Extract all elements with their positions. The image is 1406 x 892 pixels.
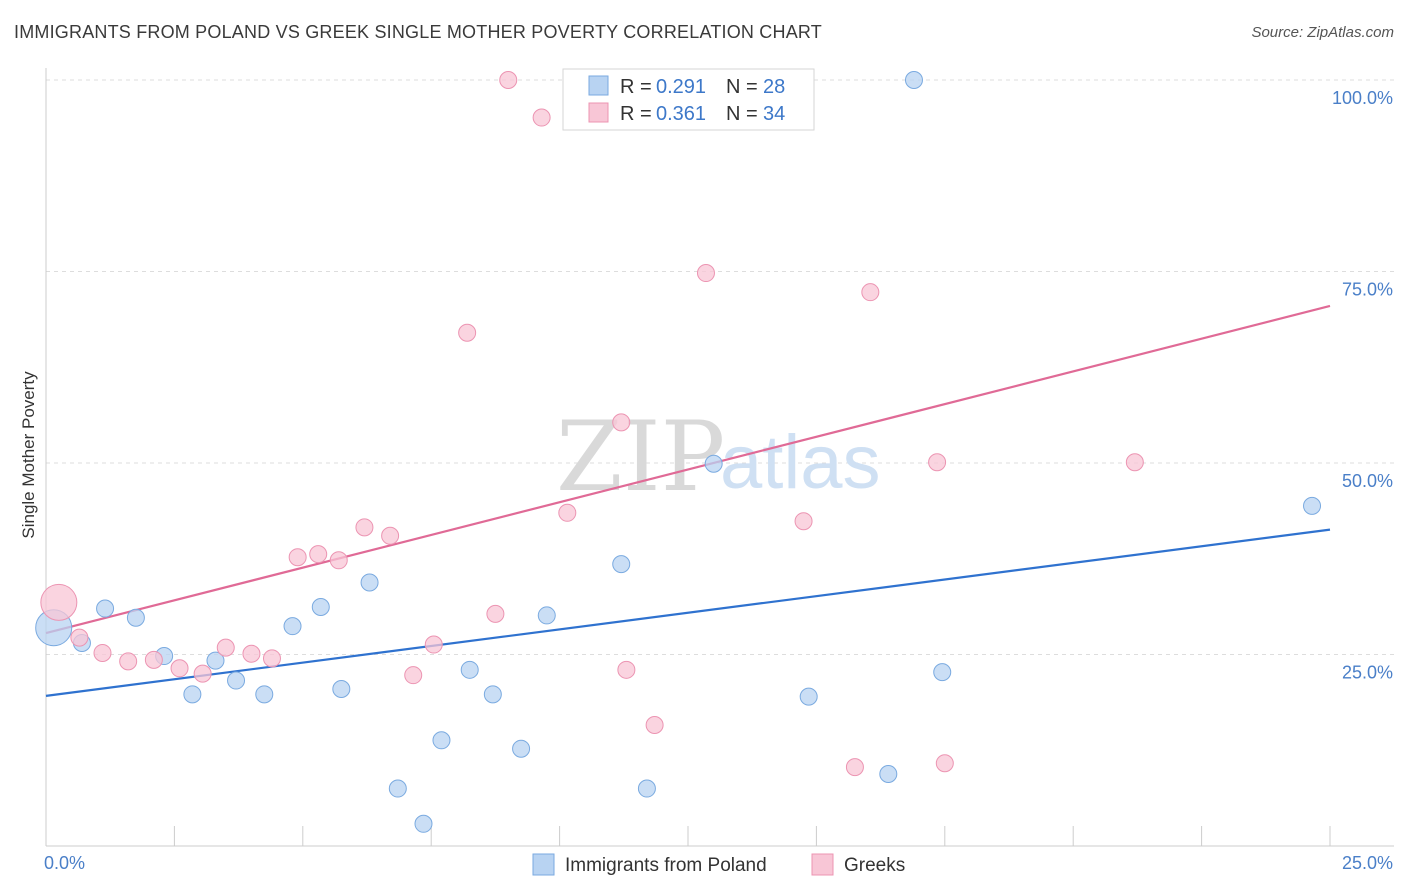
point-greeks xyxy=(794,512,813,531)
point-greeks xyxy=(532,108,551,127)
point-poland xyxy=(933,663,952,682)
point-greeks xyxy=(845,758,864,777)
point-poland xyxy=(879,764,898,783)
point-poland xyxy=(311,598,330,617)
point-greeks xyxy=(355,518,374,537)
point-poland xyxy=(537,606,556,625)
point-greeks xyxy=(144,650,163,669)
source-credit: Source: ZipAtlas.com xyxy=(1251,24,1394,41)
y-tick-label: 75.0% xyxy=(1342,280,1393,300)
point-poland xyxy=(512,739,531,758)
trend-line-greeks xyxy=(45,304,1331,635)
point-poland xyxy=(799,687,818,706)
point-poland xyxy=(460,660,479,679)
watermark-atlas: atlas xyxy=(720,420,881,505)
x-tick-label: 25.0% xyxy=(1342,853,1393,873)
point-poland xyxy=(904,71,923,89)
point-greeks xyxy=(170,659,189,678)
y-tick-label: 25.0% xyxy=(1342,663,1393,683)
point-poland xyxy=(96,599,115,618)
point-greeks xyxy=(242,644,261,663)
legend-n-label-poland: N = xyxy=(726,76,758,98)
point-greeks xyxy=(40,583,78,621)
x-tick-label: 0.0% xyxy=(44,853,85,873)
legend-r-value-poland: 0.291 xyxy=(656,76,706,98)
point-poland xyxy=(637,779,656,798)
point-poland xyxy=(612,555,631,574)
point-greeks xyxy=(288,548,307,567)
trend-lines xyxy=(45,304,1331,697)
point-greeks xyxy=(928,453,947,472)
point-poland xyxy=(126,608,145,627)
legend-n-value-greeks: 34 xyxy=(763,103,785,125)
legend-r-value-greeks: 0.361 xyxy=(656,103,706,125)
point-greeks xyxy=(193,664,212,683)
legend-r-label-greeks: R = xyxy=(620,103,652,125)
top-legend: R = 0.291 N = 28 R = 0.361 N = 34 xyxy=(562,68,815,131)
point-greeks xyxy=(93,643,112,662)
point-poland xyxy=(183,685,202,704)
point-greeks xyxy=(612,413,631,432)
y-tick-label: 100.0% xyxy=(1332,88,1393,108)
point-poland xyxy=(283,617,302,636)
bottom-legend-label-poland: Immigrants from Poland xyxy=(565,855,767,876)
y-tick-label: 50.0% xyxy=(1342,471,1393,491)
grid-lines xyxy=(46,79,1394,655)
point-greeks xyxy=(424,635,443,654)
point-poland xyxy=(255,685,274,704)
watermark: ZIP atlas xyxy=(556,401,881,513)
point-poland xyxy=(360,573,379,592)
point-greeks xyxy=(486,604,505,623)
point-poland xyxy=(704,454,723,473)
axes xyxy=(45,68,1394,847)
legend-swatch-poland xyxy=(588,75,609,96)
point-greeks xyxy=(404,666,423,685)
bottom-legend: Immigrants from Poland Greeks xyxy=(532,853,905,876)
point-greeks xyxy=(935,754,954,773)
point-greeks xyxy=(861,283,880,302)
point-greeks xyxy=(262,649,281,668)
legend-swatch-greeks xyxy=(588,102,609,123)
chart-title: IMMIGRANTS FROM POLAND VS GREEK SINGLE M… xyxy=(14,22,822,42)
point-poland xyxy=(1303,496,1322,515)
point-greeks xyxy=(309,545,328,564)
point-greeks xyxy=(381,526,400,545)
point-poland xyxy=(414,814,433,833)
legend-r-label-poland: R = xyxy=(620,76,652,98)
point-greeks xyxy=(1125,453,1144,472)
watermark-zip: ZIP xyxy=(556,401,725,513)
legend-n-value-poland: 28 xyxy=(763,76,785,98)
point-greeks xyxy=(617,660,636,679)
point-poland xyxy=(332,679,351,698)
tick-labels: 25.0% 50.0% 75.0% 100.0% 0.0% 25.0% xyxy=(44,88,1393,873)
bottom-legend-swatch-greeks xyxy=(811,853,834,876)
bottom-legend-label-greeks: Greeks xyxy=(844,855,905,876)
bottom-legend-swatch-poland xyxy=(532,853,555,876)
point-greeks xyxy=(70,628,89,647)
point-greeks xyxy=(216,638,235,657)
point-poland xyxy=(206,651,225,670)
point-greeks xyxy=(499,71,518,89)
point-greeks xyxy=(119,652,138,671)
point-poland xyxy=(388,779,407,798)
legend-n-label-greeks: N = xyxy=(726,103,758,125)
data-points xyxy=(35,71,1322,833)
point-greeks xyxy=(645,715,664,734)
point-greeks xyxy=(696,264,715,283)
point-greeks xyxy=(458,323,477,342)
trend-line-poland xyxy=(45,528,1331,697)
point-poland xyxy=(432,731,451,750)
y-axis-title: Single Mother Poverty xyxy=(19,371,38,539)
point-greeks xyxy=(558,503,577,522)
point-greeks xyxy=(329,551,348,570)
point-poland xyxy=(227,671,246,690)
point-poland xyxy=(483,685,502,704)
